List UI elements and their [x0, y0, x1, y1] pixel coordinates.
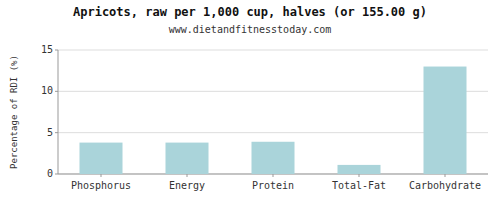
title: Apricots, raw per 1,000 cup, halves (or … — [73, 5, 427, 19]
y-tick-label: 15 — [41, 44, 53, 55]
y-tick-label: 0 — [47, 168, 53, 179]
x-tick — [359, 174, 360, 177]
x-tick — [445, 174, 446, 177]
x-tick-label: Carbohydrate — [409, 180, 481, 191]
y-tick-label: 10 — [41, 85, 53, 96]
bar — [424, 67, 467, 174]
bar — [338, 165, 381, 174]
bar — [80, 143, 123, 174]
subtitle: www.dietandfitnesstoday.com — [169, 24, 332, 35]
bar — [166, 143, 209, 174]
x-tick-label: Total-Fat — [332, 180, 386, 191]
y-axis-line — [58, 50, 59, 174]
x-tick — [187, 174, 188, 177]
x-tick-label: Energy — [169, 180, 205, 191]
y-axis-label: Percentage of RDI (%) — [9, 55, 19, 169]
x-tick-label: Protein — [252, 180, 294, 191]
chart: Apricots, raw per 1,000 cup, halves (or … — [0, 0, 500, 200]
grid — [58, 50, 488, 174]
y-tick-label: 5 — [47, 127, 53, 138]
axes: 0 5 10 15 Phosphorus Energy Protein Total-Fat Ca… — [41, 44, 488, 191]
x-tick — [101, 174, 102, 177]
bars — [80, 67, 467, 174]
x-tick-label: Phosphorus — [71, 180, 131, 191]
bar — [252, 142, 295, 174]
chart-container: Apricots, raw per 1,000 cup, halves (or … — [0, 0, 500, 200]
x-tick — [273, 174, 274, 177]
grid-line — [58, 50, 488, 51]
